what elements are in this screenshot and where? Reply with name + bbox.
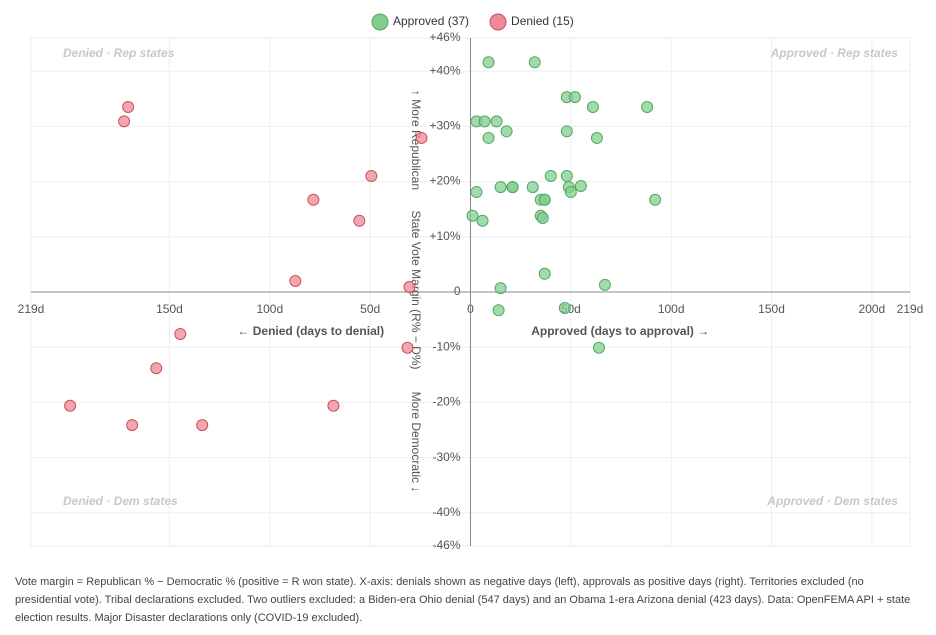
data-point: [528, 56, 541, 69]
data-point: [536, 212, 549, 225]
data-point: [482, 131, 495, 144]
data-point: [466, 209, 479, 222]
data-point: [526, 181, 539, 194]
data-point: [327, 399, 340, 412]
data-point: [365, 170, 378, 183]
data-point: [492, 304, 505, 317]
y-tick-label: -40%: [432, 505, 460, 519]
data-point: [538, 267, 551, 280]
data-point: [307, 193, 320, 206]
legend-swatch: [489, 13, 507, 31]
y-tick-label: +10%: [429, 229, 460, 243]
data-point: [590, 131, 603, 144]
y-tick-label: +46%: [429, 30, 460, 44]
data-point: [592, 341, 605, 354]
data-point: [560, 170, 573, 183]
x-tick-label: 200d: [859, 302, 886, 316]
data-point: [478, 115, 491, 128]
data-point: [649, 193, 662, 206]
data-point: [494, 181, 507, 194]
data-point: [558, 302, 571, 315]
x-tick-label: 100d: [256, 302, 283, 316]
y-tick-label: +40%: [429, 63, 460, 77]
quadrant-label: Denied · Rep states: [63, 46, 175, 60]
quadrant-label: Denied · Dem states: [63, 494, 178, 508]
legend-label: Approved (37): [393, 14, 469, 28]
y-tick-label: -20%: [432, 395, 460, 409]
data-point: [126, 419, 139, 432]
data-point: [586, 101, 599, 114]
data-point: [403, 281, 416, 294]
data-point: [494, 282, 507, 295]
x-tick-label: 219d: [18, 302, 45, 316]
data-point: [353, 214, 366, 227]
y-tick-label: -10%: [432, 339, 460, 353]
y-tick-label: 0: [454, 284, 461, 298]
quadrant-label: Approved · Rep states: [770, 46, 899, 60]
x-tick-label: 150d: [758, 302, 785, 316]
data-point: [641, 101, 654, 114]
data-point: [544, 170, 557, 183]
legend-swatch: [371, 13, 389, 31]
y-tick-label: -46%: [432, 538, 460, 552]
x-tick-label: 150d: [156, 302, 183, 316]
data-point: [196, 419, 209, 432]
y-axis-label: ↑ More Republican: [409, 90, 423, 190]
y-tick-label: -30%: [432, 450, 460, 464]
y-axis-label: More Democratic ↓: [409, 392, 423, 493]
data-point: [174, 327, 187, 340]
x-tick-label: 100d: [658, 302, 685, 316]
quadrant-label: Approved · Dem states: [766, 494, 898, 508]
chart: 219d150d100d50d050d100d150d200d219d+46%+…: [18, 13, 924, 552]
y-tick-label: +20%: [429, 174, 460, 188]
data-point: [506, 181, 519, 194]
data-point: [289, 274, 302, 287]
data-point: [574, 179, 587, 192]
data-point: [476, 214, 489, 227]
data-point: [470, 186, 483, 199]
data-point: [150, 362, 163, 375]
legend-label: Denied (15): [511, 14, 574, 28]
x-tick-label: 219d: [897, 302, 924, 316]
data-point: [500, 125, 513, 138]
data-point: [482, 56, 495, 69]
data-point: [538, 193, 551, 206]
x-axis-label: ← Denied (days to denial): [237, 324, 384, 338]
y-axis-label: State Vote Margin (R% − D%): [409, 210, 423, 369]
data-point: [415, 131, 428, 144]
data-point: [118, 115, 131, 128]
data-point: [564, 186, 577, 199]
data-point: [401, 341, 414, 354]
x-tick-label: 50d: [360, 302, 380, 316]
data-point: [568, 91, 581, 104]
x-axis-label: Approved (days to approval) →: [531, 324, 709, 338]
data-point: [560, 125, 573, 138]
y-tick-label: +30%: [429, 119, 460, 133]
data-point: [490, 115, 503, 128]
data-point: [64, 399, 77, 412]
data-point: [598, 278, 611, 291]
data-point: [122, 101, 135, 114]
footnote: Vote margin = Republican % − Democratic …: [15, 576, 911, 624]
